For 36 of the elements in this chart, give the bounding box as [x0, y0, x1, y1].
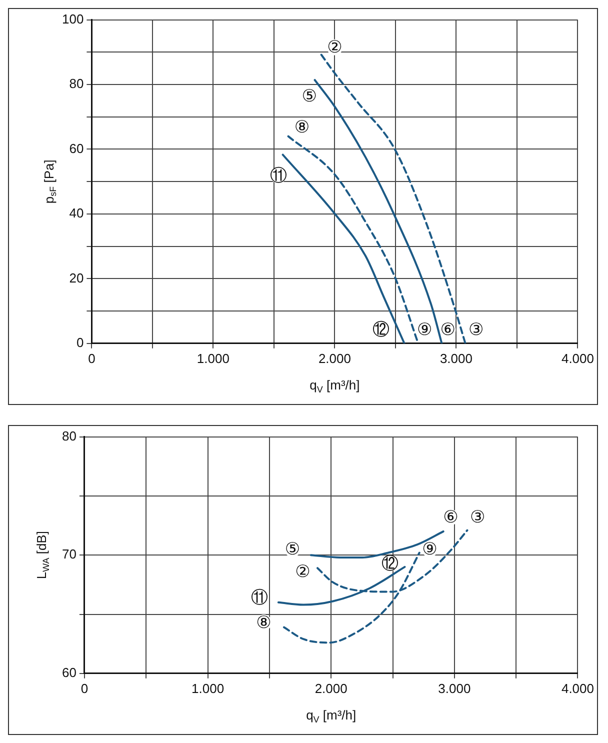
- annotation: ⑤: [302, 86, 317, 107]
- y-tick-label: 80: [62, 428, 76, 444]
- annotation: ⑫: [372, 320, 390, 340]
- annotation: ⑥: [443, 508, 458, 528]
- annotation: ⑥: [440, 320, 456, 340]
- annotation: ③: [470, 508, 486, 528]
- y-tick-label: 0: [76, 334, 84, 350]
- annotation: ③: [468, 320, 484, 340]
- annotation: ⑧: [256, 612, 272, 633]
- annotation: ⑫: [382, 554, 399, 574]
- annotation: ⑪: [250, 588, 268, 608]
- y-axis-title: LWA [dB]: [34, 531, 51, 580]
- annotation: ⑤: [284, 540, 300, 560]
- annotation: ⑨: [417, 320, 432, 340]
- x-tick-label: 1.000: [192, 680, 224, 696]
- x-tick-label: 2.000: [314, 680, 348, 696]
- annotation: ⑨: [422, 540, 438, 560]
- y-axis-title: psF [Pa]: [41, 160, 58, 204]
- y-tick-label: 70: [62, 546, 76, 562]
- x-tick-label: 0: [88, 350, 96, 366]
- y-tick-label: 80: [69, 76, 84, 92]
- x-tick-label: 1.000: [196, 350, 230, 366]
- x-tick-label: 4.000: [561, 350, 594, 366]
- y-tick-label: 60: [69, 140, 84, 156]
- x-tick-label: 3.000: [440, 350, 472, 366]
- annotation: ②: [327, 38, 342, 58]
- x-tick-label: 3.000: [438, 680, 471, 696]
- y-tick-label: 40: [69, 206, 84, 221]
- y-tick-label: 100: [62, 11, 84, 26]
- annotation: ⑪: [270, 166, 287, 186]
- y-tick-label: 20: [69, 270, 84, 286]
- x-tick-label: 2.000: [318, 350, 351, 366]
- x-tick-label: 4.000: [561, 680, 594, 696]
- y-tick-label: 60: [62, 664, 76, 680]
- annotation: ②: [295, 562, 310, 582]
- annotation: ⑧: [294, 117, 310, 138]
